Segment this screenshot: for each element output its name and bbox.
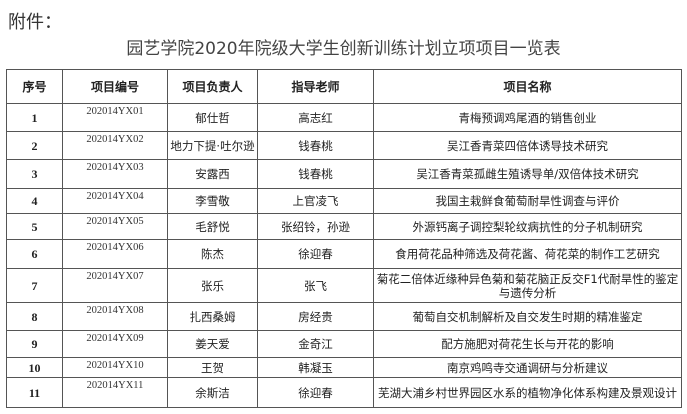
header-leader: 项目负责人: [167, 69, 258, 104]
table-row: 6 202014YX06 陈杰 徐迎春 食用荷花品种筛选及荷花酱、荷花菜的制作工艺研究: [6, 239, 682, 269]
advisor: 钱春桃: [257, 159, 374, 189]
project-leader: 姜天爱: [167, 330, 258, 358]
project-leader: 王贺: [167, 357, 258, 378]
table-row: 5 202014YX05 毛舒悦 张绍铃，孙逊 外源钙离子调控梨轮纹病抗性的分子机制研究: [6, 213, 682, 240]
table-row: 9 202014YX09 姜天爱 金奇江 配方施肥对荷花生长与开花的影响: [6, 330, 682, 358]
project-name: 外源钙离子调控梨轮纹病抗性的分子机制研究: [373, 213, 682, 240]
advisor: 张绍铃，孙逊: [257, 213, 374, 240]
advisor: 徐迎春: [257, 377, 374, 408]
header-no: 序号: [6, 69, 63, 104]
header-code: 项目编号: [62, 69, 168, 104]
project-name: 配方施肥对荷花生长与开花的影响: [373, 330, 682, 358]
project-name: 吴江香青菜四倍体诱导技术研究: [373, 131, 682, 160]
project-code: 202014YX09: [62, 330, 168, 358]
project-code: 202014YX06: [62, 239, 168, 269]
row-number: 1: [6, 103, 63, 132]
table-header-row: 序号 项目编号 项目负责人 指导老师 项目名称: [6, 69, 682, 104]
project-code: 202014YX08: [62, 302, 168, 331]
project-name: 南京鸡鸣寺交通调研与分析建议: [373, 357, 682, 378]
table-row: 4 202014YX04 李雪敬 上官凌飞 我国主栽鲜食葡萄耐旱性调查与评价: [6, 188, 682, 214]
project-code: 202014YX07: [62, 268, 168, 303]
advisor: 高志红: [257, 103, 374, 132]
table-row: 3 202014YX03 安露西 钱春桃 吴江香青菜孤雌生殖诱导单/双倍体技术研究: [6, 159, 682, 189]
project-leader: 李雪敬: [167, 188, 258, 214]
row-number: 11: [6, 377, 63, 408]
header-project-name: 项目名称: [373, 69, 682, 104]
advisor: 上官凌飞: [257, 188, 374, 214]
row-number: 5: [6, 213, 63, 240]
row-number: 6: [6, 239, 63, 269]
project-name: 吴江香青菜孤雌生殖诱导单/双倍体技术研究: [373, 159, 682, 189]
project-name: 芜湖大浦乡村世界园区水系的植物净化体系构建及景观设计: [373, 377, 682, 408]
project-name: 葡萄自交机制解析及自交发生时期的精准鉴定: [373, 302, 682, 331]
advisor: 张飞: [257, 268, 374, 303]
table-row: 11 202014YX11 余斯洁 徐迎春 芜湖大浦乡村世界园区水系的植物净化体系构建及…: [6, 377, 682, 408]
project-name: 我国主栽鲜食葡萄耐旱性调查与评价: [373, 188, 682, 214]
project-leader: 毛舒悦: [167, 213, 258, 240]
advisor: 金奇江: [257, 330, 374, 358]
advisor: 韩凝玉: [257, 357, 374, 378]
table-row: 7 202014YX07 张乐 张飞 菊花二倍体近缘种异色菊和菊花脑正反交F1代耐旱性的…: [6, 268, 682, 303]
row-number: 8: [6, 302, 63, 331]
project-name: 菊花二倍体近缘种异色菊和菊花脑正反交F1代耐旱性的鉴定与遗传分析: [373, 268, 682, 303]
page-title: 园艺学院2020年院级大学生创新训练计划立项项目一览表: [126, 39, 561, 59]
table-row: 8 202014YX08 扎西桑姆 房经贵 葡萄自交机制解析及自交发生时期的精准鉴定: [6, 302, 682, 331]
project-name: 青梅预调鸡尾酒的销售创业: [373, 103, 682, 132]
table-row: 10 202014YX10 王贺 韩凝玉 南京鸡鸣寺交通调研与分析建议: [6, 357, 682, 378]
advisor: 房经贵: [257, 302, 374, 331]
advisor: 钱春桃: [257, 131, 374, 160]
table-row: 1 202014YX01 郁仕哲 高志红 青梅预调鸡尾酒的销售创业: [6, 103, 682, 132]
project-leader: 安露西: [167, 159, 258, 189]
project-code: 202014YX01: [62, 103, 168, 132]
header-advisor: 指导老师: [257, 69, 374, 104]
row-number: 4: [6, 188, 63, 214]
row-number: 10: [6, 357, 63, 378]
project-code: 202014YX05: [62, 213, 168, 240]
project-leader: 地力下提·吐尔逊: [167, 131, 258, 160]
project-code: 202014YX03: [62, 159, 168, 189]
project-code: 202014YX02: [62, 131, 168, 160]
project-leader: 张乐: [167, 268, 258, 303]
row-number: 2: [6, 131, 63, 160]
project-table: 序号 项目编号 项目负责人 指导老师 项目名称 1 202014YX01 郁仕哲 高志…: [6, 69, 682, 408]
project-leader: 郁仕哲: [167, 103, 258, 132]
advisor: 徐迎春: [257, 239, 374, 269]
row-number: 7: [6, 268, 63, 303]
project-code: 202014YX10: [62, 357, 168, 378]
project-leader: 陈杰: [167, 239, 258, 269]
project-name: 食用荷花品种筛选及荷花酱、荷花菜的制作工艺研究: [373, 239, 682, 269]
project-leader: 扎西桑姆: [167, 302, 258, 331]
table-row: 2 202014YX02 地力下提·吐尔逊 钱春桃 吴江香青菜四倍体诱导技术研究: [6, 131, 682, 160]
row-number: 9: [6, 330, 63, 358]
attachment-label: 附件：: [8, 12, 62, 33]
row-number: 3: [6, 159, 63, 189]
project-code: 202014YX11: [62, 377, 168, 408]
project-code: 202014YX04: [62, 188, 168, 214]
project-leader: 余斯洁: [167, 377, 258, 408]
